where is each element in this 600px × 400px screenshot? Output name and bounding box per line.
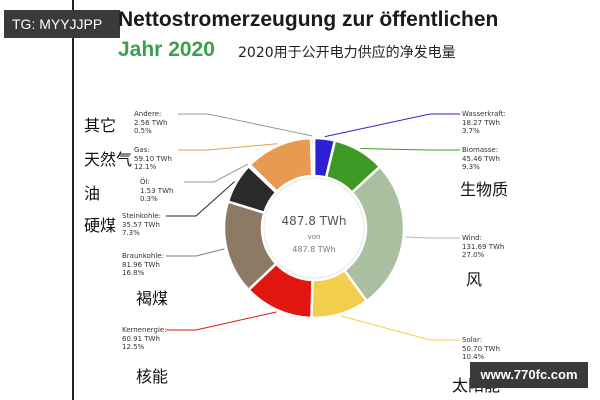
slice-percent: 0.3% [140,195,158,203]
slice-twh: 60.91 TWh [122,334,160,343]
center-total-repeat: 487.8 TWh [292,245,336,254]
slice-twh: 35.57 TWh [122,220,160,229]
donut-hole [263,177,365,279]
slice-zh-label: 生物质 [460,180,509,199]
slice-name: Öl: [140,178,150,186]
center-total: 487.8 TWh [281,214,347,228]
slice-zh-label: 油 [84,184,101,203]
leader-line-0 [324,113,460,138]
slice-label: Gas: 59.10 TWh 12.1% [134,146,172,172]
divider-line [72,0,74,400]
slice-andere [309,136,316,178]
slice-twh: 50.70 TWh [462,344,500,353]
slice-name: Kernenergie: [122,326,167,334]
watermark: www.770fc.com [470,362,588,388]
slice-name: Andere: [134,110,162,118]
slice-label: Solar: 50.70 TWh 10.4% [462,336,500,362]
slice-label: Biomasse: 45.46 TWh 9.3% [462,146,500,172]
slice-percent: 0.5% [134,127,152,135]
slice-name: Steinkohle: [122,212,162,220]
leader-line-8 [178,143,278,151]
leader-line-7 [184,163,248,183]
center-of-label: von [307,233,321,241]
slice-twh: 2.56 TWh [134,118,168,127]
leader-line-3 [340,315,460,341]
slice-name: Biomasse: [462,146,499,154]
slice-percent: 16.8% [122,269,145,277]
slice-twh: 1.53 TWh [140,186,174,195]
slice-label: Kernenergie: 60.91 TWh 12.5% [122,326,167,352]
slice-twh: 45.46 TWh [462,154,500,163]
slice-percent: 3.7% [462,127,480,135]
leader-line-6 [166,181,235,217]
slice-label: Steinkohle: 35.57 TWh 7.3% [122,212,161,238]
slice-zh-label: 其它 [84,116,117,135]
chart-subtitle: 2020用于公开电力供应的净发电量 [238,45,456,61]
slice-name: Wasserkraft: [462,110,506,118]
slice-label: Braunkohle: 81.96 TWh 16.8% [122,252,164,278]
slice-label: Wasserkraft: 18.27 TWh 3.7% [462,110,506,136]
slice-zh-label: 褐煤 [136,289,169,308]
slice-percent: 27.0% [462,251,485,259]
slice-twh: 18.27 TWh [462,118,500,127]
slice-percent: 12.1% [134,163,157,171]
slice-twh: 59.10 TWh [134,154,172,163]
slice-name: Wind: [462,234,482,242]
slice-zh-label: 硬煤 [84,216,117,235]
slice-label: Wind: 131.69 TWh 27.0% [462,234,504,260]
chart-title: Nettostromerzeugung zur öffentlichen [118,8,499,31]
leader-line-2 [405,236,460,239]
slice-name: Solar: [462,336,483,344]
slice-zh-label: 核能 [136,367,169,386]
slice-percent: 10.4% [462,353,485,361]
slice-label: Öl: 1.53 TWh 0.3% [140,178,173,204]
slice-wind [342,164,406,303]
leader-line-5 [166,248,225,257]
chart-year: Jahr 2020 [118,38,215,61]
leader-line-9 [178,113,313,137]
channel-tag: TG: MYYJJPP [4,10,120,38]
slice-label: Andere: 2.56 TWh 0.5% [134,110,167,136]
leader-line-4 [166,311,277,331]
slice-zh-label: 天然气 [84,150,133,169]
slice-percent: 12.5% [122,343,145,351]
slice-twh: 131.69 TWh [462,242,505,251]
slice-twh: 81.96 TWh [122,260,160,269]
slice-name: Braunkohle: [122,252,164,260]
slice-percent: 9.3% [462,163,480,171]
slice-name: Gas: [134,146,150,154]
slice-percent: 7.3% [122,229,140,237]
leader-line-1 [360,148,460,151]
slice-zh-label: 风 [466,270,483,289]
